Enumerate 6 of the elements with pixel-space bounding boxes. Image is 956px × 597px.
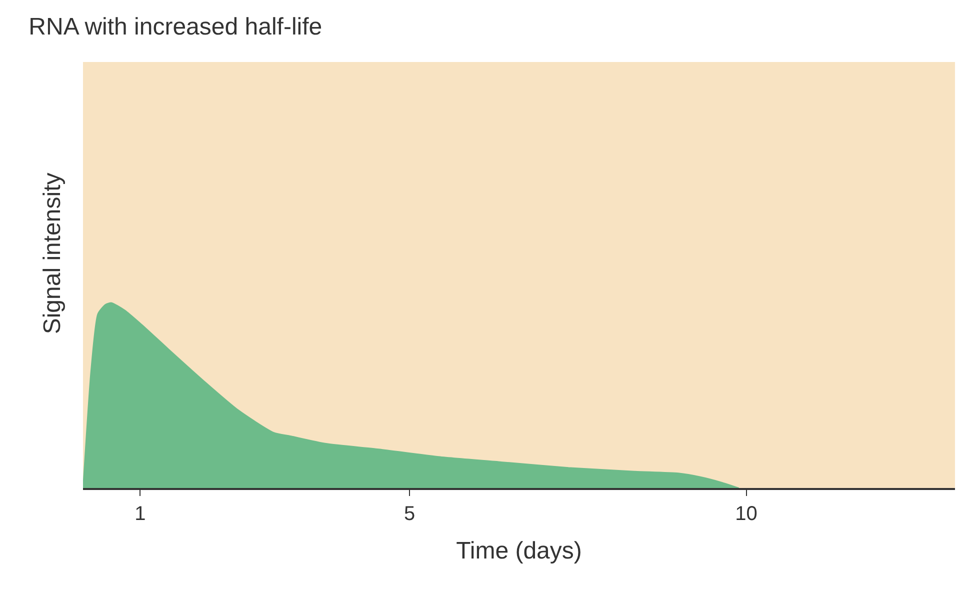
x-tick-label: 5	[404, 502, 416, 525]
y-axis-title: Signal intensity	[38, 172, 66, 334]
x-tick-label: 1	[134, 502, 146, 525]
x-tick-label: 10	[735, 502, 758, 525]
chart-title: RNA with increased half-life	[28, 14, 322, 41]
x-axis-title: Time (days)	[456, 538, 582, 565]
